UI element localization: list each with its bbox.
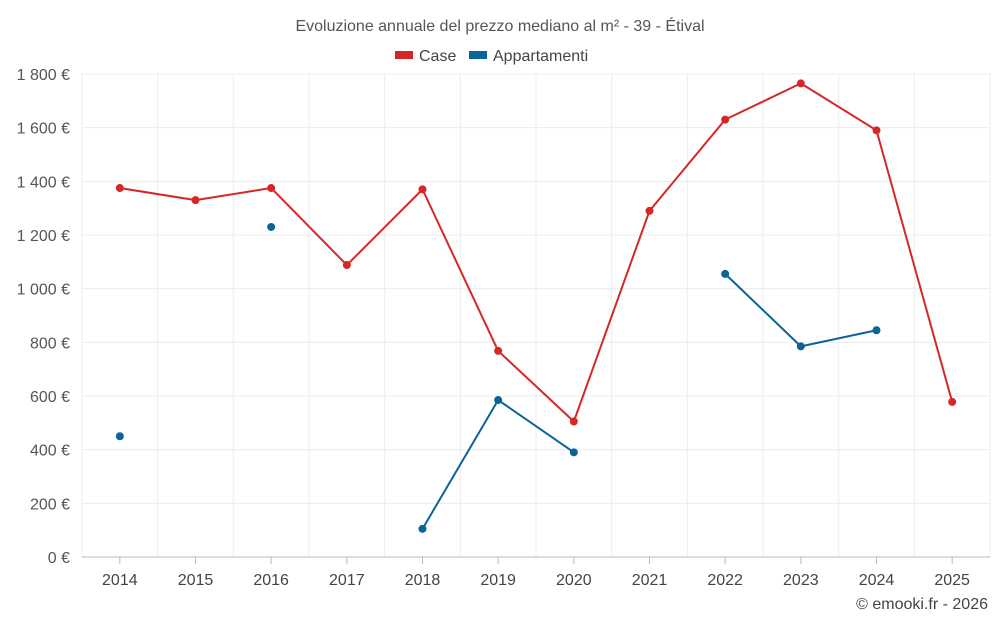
legend-swatch-appartamenti (469, 51, 487, 59)
data-point-appartamenti (569, 448, 578, 457)
series-line-appartamenti (724, 273, 877, 348)
series-layer (115, 79, 957, 533)
series-appartamenti (115, 222, 881, 533)
y-tick-label: 1 800 € (17, 67, 70, 84)
data-point-case (796, 79, 805, 88)
chart-title: Evoluzione annuale del prezzo mediano al… (295, 16, 704, 35)
data-point-case (872, 126, 881, 135)
x-axis: 2014 2015 2016 2017 2018 2019 2020 2021 2022 2023… (82, 556, 990, 589)
data-point-case (645, 206, 654, 215)
data-point-case (267, 184, 276, 193)
data-point-case (191, 196, 200, 205)
x-tick-label: 2014 (102, 572, 138, 589)
y-tick-label: 600 € (30, 389, 70, 406)
legend: Case Appartamenti (395, 48, 588, 65)
series-line-appartamenti (421, 399, 575, 530)
data-point-case (569, 417, 578, 426)
legend-swatch-case (395, 51, 413, 59)
data-point-appartamenti (494, 396, 503, 405)
x-tick-label: 2025 (934, 572, 970, 589)
x-tick-label: 2022 (707, 572, 743, 589)
data-point-appartamenti (418, 524, 427, 533)
y-tick-label: 1 400 € (17, 174, 70, 191)
x-tick-label: 2017 (329, 572, 365, 589)
x-tick-label: 2016 (253, 572, 289, 589)
x-tick-label: 2023 (783, 572, 819, 589)
legend-item-case[interactable]: Case (395, 48, 456, 65)
series-line-case (119, 82, 954, 423)
y-tick-label: 400 € (30, 443, 70, 460)
data-point-case (115, 184, 124, 193)
data-point-case (948, 397, 957, 406)
y-axis: 0 € 200 € 400 € 600 € 800 € 1 000 € 1 200 € 1 4… (17, 67, 70, 567)
y-tick-label: 800 € (30, 335, 70, 352)
data-point-case (721, 115, 730, 124)
x-tick-label: 2015 (178, 572, 214, 589)
data-point-case (418, 185, 427, 194)
y-tick-label: 1 200 € (17, 228, 70, 245)
x-tick-label: 2021 (632, 572, 668, 589)
credit-text: © emooki.fr - 2026 (856, 596, 988, 613)
grid (81, 73, 991, 557)
x-tick-label: 2024 (859, 572, 895, 589)
y-tick-label: 1 600 € (17, 121, 70, 138)
data-point-appartamenti (267, 222, 276, 231)
data-point-appartamenti (115, 432, 124, 441)
data-point-appartamenti (872, 326, 881, 335)
series-case (115, 79, 957, 426)
data-point-case (494, 346, 503, 355)
x-tick-label: 2019 (480, 572, 516, 589)
legend-item-appartamenti[interactable]: Appartamenti (469, 48, 588, 65)
data-point-appartamenti (721, 269, 730, 278)
legend-label-case: Case (419, 48, 456, 65)
x-tick-label: 2020 (556, 572, 592, 589)
data-point-appartamenti (796, 342, 805, 351)
data-point-case (342, 261, 351, 270)
x-tick-label: 2018 (405, 572, 441, 589)
y-tick-label: 1 000 € (17, 282, 70, 299)
y-tick-label: 0 € (48, 550, 70, 567)
y-tick-label: 200 € (30, 496, 70, 513)
legend-label-appartamenti: Appartamenti (493, 48, 588, 65)
